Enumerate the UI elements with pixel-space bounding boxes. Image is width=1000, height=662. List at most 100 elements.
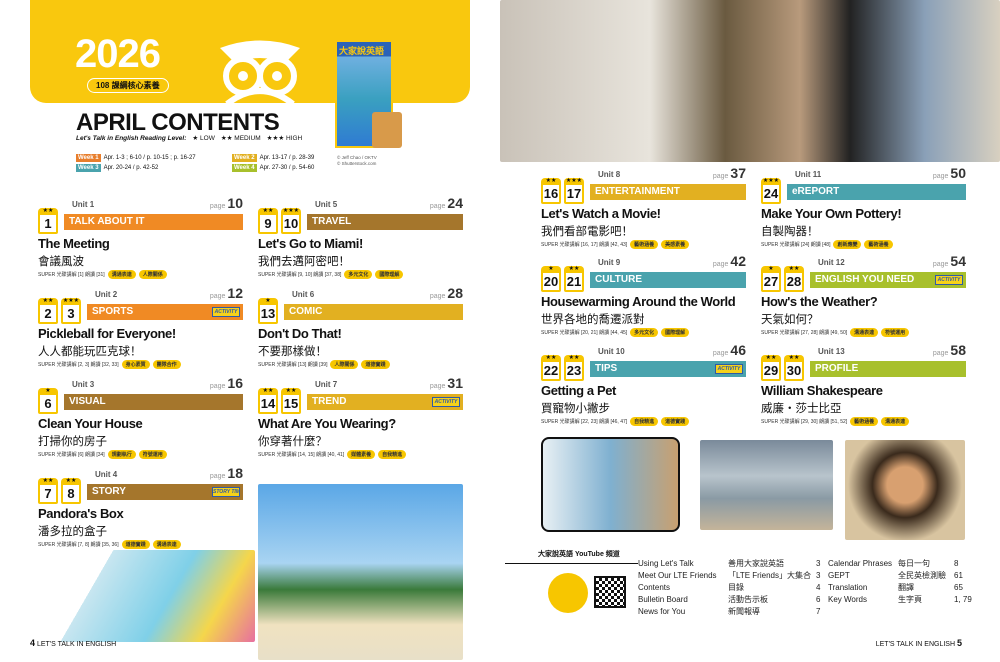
category-bar: TALK ABOUT IT <box>64 214 243 230</box>
index-item-zh: 生字頁 <box>898 595 922 604</box>
page-number: page 24 <box>430 195 463 211</box>
day-number: 9 <box>260 215 276 232</box>
page-number: page 58 <box>933 342 966 358</box>
page-number: page 42 <box>713 253 746 269</box>
index-item-en[interactable]: Calendar Phrases <box>828 559 893 568</box>
day-badge: ★★ 28 <box>784 266 804 292</box>
unit-entry[interactable]: ★★ 2 ★★★ 3 Unit 2 page 12 SPORTS ACTIVITY Pickleb… <box>38 285 243 375</box>
page-word: page <box>429 293 446 300</box>
day-number: 16 <box>543 185 559 202</box>
unit-meta: SUPER 光碟講解 [2, 3] 朗讀 [32, 33] 身心素質 團隊合作 <box>38 360 181 369</box>
channel-logo-icon[interactable] <box>548 573 588 613</box>
page-title: APRIL CONTENTS <box>76 109 280 136</box>
index-item-en[interactable]: Meet Our LTE Friends <box>638 571 717 580</box>
unit-entry[interactable]: ★★★ 24 Unit 11 page 50 eREPORT Make Your Own P… <box>761 165 966 255</box>
index-item-en[interactable]: Key Words <box>828 595 867 604</box>
unit-entry[interactable]: ★★ 22 ★★ 23 Unit 10 page 46 TIPS ACTIVITY Getting… <box>541 342 746 432</box>
day-number: 22 <box>543 362 559 379</box>
page-number: 4 <box>30 638 36 648</box>
day-badges: ★★ 29 ★★ 30 <box>761 355 804 381</box>
page-word: page <box>429 203 446 210</box>
unit-label: Unit 1 <box>72 200 95 209</box>
unit-entry[interactable]: ★★ 16 ★★★ 17 Unit 8 page 37 ENTERTAINMENT Let's … <box>541 165 746 255</box>
difficulty-stars: ★★★ <box>62 298 80 304</box>
unit-entry[interactable]: ★ 6 Unit 3 page 16 VISUAL Clean Your House 打掃你的… <box>38 375 243 465</box>
unit-entry[interactable]: ★★ 29 ★★ 30 Unit 13 page 58 PROFILE William Shak… <box>761 342 966 432</box>
index-item-zh: 全民英檢測驗 <box>898 571 946 580</box>
day-number: 15 <box>283 395 299 412</box>
index-item-en[interactable]: GEPT <box>828 571 850 580</box>
unit-entry[interactable]: ★ 13 Unit 6 page 28 COMIC Don't Do That! 不要那樣做！… <box>258 285 463 375</box>
category-label: TALK ABOUT IT <box>69 216 145 227</box>
index-item-en <box>828 606 898 618</box>
difficulty-stars: ★★ <box>42 478 54 484</box>
unit-label: Unit 11 <box>795 170 822 179</box>
index-item-zh: 翻譯 <box>898 583 914 592</box>
unit-meta: SUPER 光碟講解 [16, 17] 朗讀 [42, 43] 藝術涵養 美感素養 <box>541 240 690 249</box>
day-badge: ★★★ 10 <box>281 208 301 234</box>
unit-label: Unit 12 <box>818 258 845 267</box>
difficulty-stars: ★★ <box>42 298 54 304</box>
unit-meta: SUPER 光碟講解 [9, 10] 朗讀 [37, 38] 多元文化 國際理解 <box>258 270 404 279</box>
unit-label: Unit 10 <box>598 347 625 356</box>
page-word: page <box>712 173 729 180</box>
cd-reading-info: SUPER 光碟講解 [20, 21] 朗讀 [44, 45] <box>541 330 628 336</box>
page-word: page <box>712 261 729 268</box>
index-item-en[interactable]: Using Let's Talk <box>638 559 694 568</box>
index-page: 7 <box>816 607 821 616</box>
year: 2026 <box>75 32 161 76</box>
index-item-en[interactable]: Contents <box>638 583 671 592</box>
unit-entry[interactable]: ★★ 1 Unit 1 page 10 TALK ABOUT IT The Meeting 會… <box>38 195 243 285</box>
page-word: page <box>932 173 949 180</box>
unit-label: Unit 6 <box>292 290 315 299</box>
unit-title: How's the Weather? <box>761 294 878 309</box>
index-item-en[interactable]: Translation <box>828 583 868 592</box>
competency-tag: 溝通表達 <box>850 328 879 337</box>
competency-tag: 藝術涵養 <box>850 417 879 426</box>
category-label: TREND <box>312 396 347 407</box>
unit-entry[interactable]: ★ 27 ★★ 28 Unit 12 page 54 ENGLISH YOU NEED ACTI… <box>761 253 966 343</box>
category-label: TRAVEL <box>312 216 352 227</box>
day-number: 14 <box>260 395 276 412</box>
page-value: 50 <box>950 165 966 181</box>
activity-icon: STORY TIME <box>212 487 240 497</box>
difficulty-stars: ★★ <box>568 266 580 272</box>
reading-level-label: Let's Talk in English Reading Level: <box>76 135 187 142</box>
cd-reading-info: SUPER 光碟講解 [2, 3] 朗讀 [32, 33] <box>38 362 119 368</box>
day-number: 13 <box>260 305 276 322</box>
footer-text: LET'S TALK IN ENGLISH <box>875 641 956 648</box>
qr-code-icon[interactable] <box>594 576 626 608</box>
difficulty-stars: ★ <box>45 388 51 394</box>
day-badge: ★ 6 <box>38 388 58 414</box>
unit-entry[interactable]: ★★ 14 ★★ 15 Unit 7 page 31 TREND ACTIVITY What Ar… <box>258 375 463 465</box>
day-badges: ★★ 22 ★★ 23 <box>541 355 584 381</box>
category-bar: CULTURE <box>590 272 746 288</box>
week-label: Week 2 <box>232 154 257 162</box>
index-item-zh: 目錄 <box>728 583 744 592</box>
index-page <box>954 606 980 618</box>
footer-right: LET'S TALK IN ENGLISH 5 <box>876 638 962 648</box>
index-item-en[interactable]: Bulletin Board <box>638 595 688 604</box>
category-label: eREPORT <box>792 186 840 197</box>
page-value: 12 <box>227 285 243 301</box>
category-bar: ENTERTAINMENT <box>590 184 746 200</box>
day-badges: ★ 6 <box>38 388 58 414</box>
cd-reading-info: SUPER 光碟講解 [9, 10] 朗讀 [37, 38] <box>258 272 342 278</box>
activity-icon: ACTIVITY <box>715 364 743 374</box>
page-number: page 31 <box>430 375 463 391</box>
day-badges: ★ 13 <box>258 298 278 324</box>
day-number: 27 <box>763 273 779 290</box>
cd-reading-info: SUPER 光碟講解 [7, 8] 朗讀 [35, 36] <box>38 542 119 548</box>
unit-entry[interactable]: ★★ 9 ★★★ 10 Unit 5 page 24 TRAVEL Let's Go to Mi… <box>258 195 463 285</box>
day-number: 20 <box>543 273 559 290</box>
page-number: page 18 <box>210 465 243 481</box>
index-item-zh: 活動告示板 <box>728 595 768 604</box>
unit-meta: SUPER 光碟講解 [22, 23] 朗讀 [46, 47] 自我精進 道德實踐 <box>541 417 690 426</box>
unit-label: Unit 9 <box>598 258 621 267</box>
week-label: Week 1 <box>76 154 101 162</box>
unit-entry[interactable]: ★ 20 ★★ 21 Unit 9 page 42 CULTURE Housewarming A… <box>541 253 746 343</box>
index-item-en[interactable]: News for You <box>638 607 686 616</box>
unit-title: Don't Do That! <box>258 326 342 341</box>
page-word: page <box>932 261 949 268</box>
